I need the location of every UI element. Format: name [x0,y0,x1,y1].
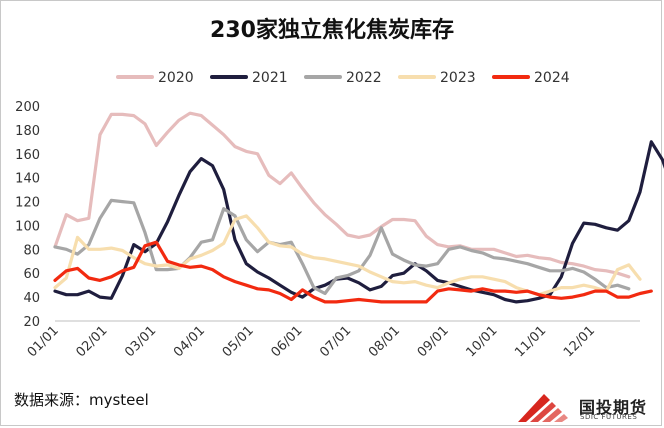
series-line-2023 [53,214,642,297]
data-source-note: 数据来源：mysteel [14,391,149,409]
x-axis: 01/01 02/01 03/01 04/01 05/01 06/01 07/01 08/01… [25,320,640,360]
series-line-2024 [53,240,653,304]
x-tick-label: 05/01 [220,323,257,360]
legend-label-2024: 2024 [534,70,570,86]
x-tick-label: 02/01 [73,323,110,360]
company-logo: 国投期货 SDIC FUTURES [516,392,656,424]
x-tick-label: 11/01 [512,323,549,360]
x-tick-label: 04/01 [171,323,208,360]
series-line-2022 [53,198,631,296]
x-tick-label: 08/01 [366,323,403,360]
chart-title: 230家独立焦化焦炭库存 [210,17,454,43]
legend-label-2023: 2023 [440,70,476,86]
y-tick-label: 140 [15,172,40,187]
logo-mark-icon [518,394,568,422]
x-tick-label: 12/01 [561,323,598,360]
plot-area [53,111,664,304]
y-tick-label: 60 [23,267,40,282]
legend-label-2021: 2021 [252,70,288,86]
logo-subtitle: SDIC FUTURES [580,413,638,421]
x-tick-label: 03/01 [122,323,159,360]
x-tick-label: 10/01 [463,323,500,360]
y-axis: 20 40 60 80 100 120 140 160 180 200 [15,100,40,330]
y-tick-label: 100 [15,219,40,234]
y-tick-label: 180 [15,124,40,139]
x-tick-label: 09/01 [415,323,452,360]
y-tick-label: 160 [15,148,40,163]
y-tick-label: 120 [15,196,40,211]
legend-label-2020: 2020 [158,70,194,86]
series-line-2020 [53,111,631,279]
y-tick-label: 80 [23,243,40,258]
x-tick-label: 06/01 [268,323,305,360]
logo-name: 国投期货 [579,398,648,417]
y-tick-label: 40 [23,291,40,306]
x-tick-label: 07/01 [317,323,354,360]
y-tick-label: 200 [15,100,40,115]
legend-label-2022: 2022 [346,70,382,86]
y-tick-label: 20 [23,315,40,330]
legend: 2020 2021 2022 2023 2024 [116,70,570,86]
series-line-2021 [53,140,664,304]
